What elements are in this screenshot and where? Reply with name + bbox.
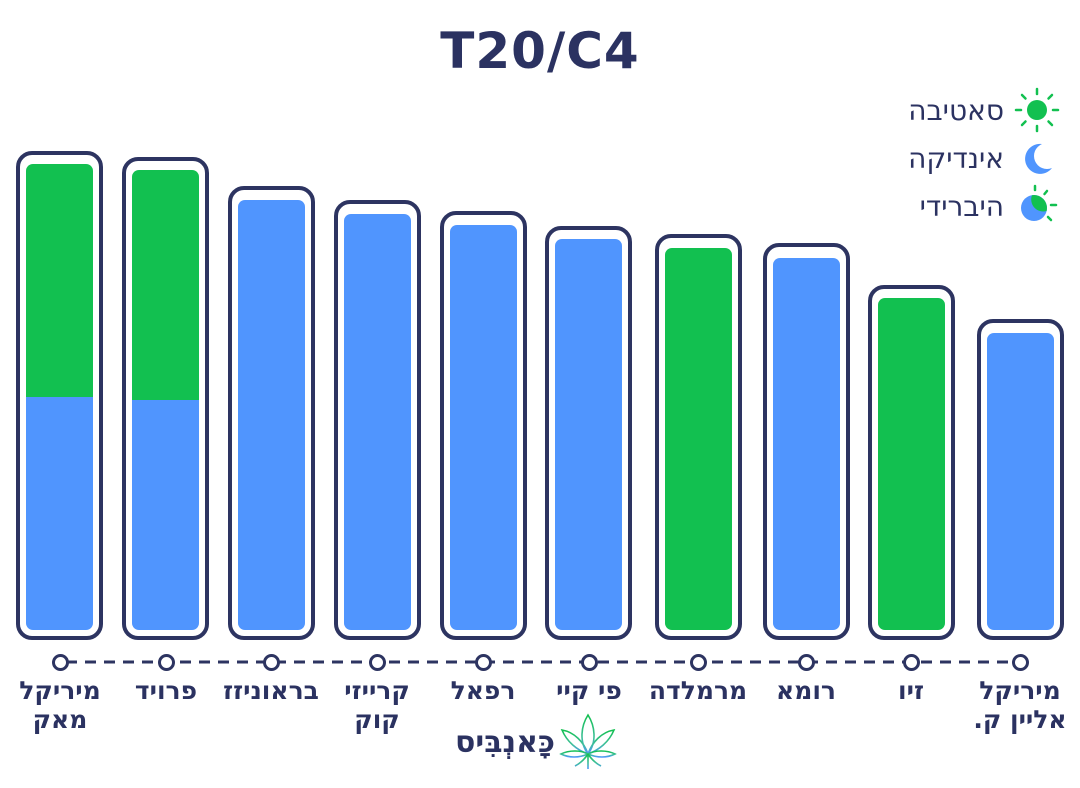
bar-fill-indica <box>450 225 517 630</box>
x-label: זיו <box>846 676 976 705</box>
bar-fill-indica <box>773 258 840 630</box>
axis-dot <box>369 654 386 671</box>
bar-segment-sativa <box>26 164 93 397</box>
axis-dot <box>798 654 815 671</box>
x-label: מיריקל אליין ק. <box>955 676 1080 734</box>
legend-label-indica: אינדיקה <box>908 141 1004 175</box>
legend-item-sativa: סאטיבה <box>908 87 1060 133</box>
x-label: קרייזי קוק <box>312 676 442 734</box>
bar-fill-indica <box>555 239 622 630</box>
axis-dot <box>263 654 280 671</box>
bar-segment-sativa <box>132 170 199 400</box>
sun-icon <box>1014 87 1060 133</box>
x-label-line: פי קיי <box>556 676 622 705</box>
bar-freud[interactable] <box>122 157 209 640</box>
legend-item-hybrid: היברידי <box>920 184 1060 228</box>
bar-fill-indica <box>238 200 305 630</box>
axis-dot <box>475 654 492 671</box>
x-label-line: מאק <box>32 705 88 734</box>
bar-fill <box>132 170 199 630</box>
bar-pk[interactable] <box>545 226 632 640</box>
cannabis-leaf-icon <box>559 713 617 769</box>
x-label: מיריקל מאק <box>0 676 125 734</box>
x-label-line: קוק <box>354 705 400 734</box>
x-label-line: מרמלדה <box>648 676 748 705</box>
bar-brownies[interactable] <box>228 186 315 640</box>
bar-fill-sativa <box>665 248 732 630</box>
x-label-line: אליין ק. <box>973 705 1067 734</box>
bar-rafael[interactable] <box>440 211 527 640</box>
x-label-line: פרויד <box>134 676 198 705</box>
brand-logo: כָּאנְבִּיס <box>455 712 619 772</box>
bar-marmalada[interactable] <box>655 234 742 640</box>
x-label-line: קרייזי <box>344 676 410 705</box>
bar-roma[interactable] <box>763 243 850 640</box>
x-label-line: רפאל <box>450 676 516 705</box>
bar-fill-indica <box>987 333 1054 630</box>
x-label-line: בראוניזז <box>223 676 319 705</box>
logo-text: כָּאנְבִּיס <box>455 724 555 760</box>
moon-icon <box>1025 143 1052 174</box>
x-label-line: מיריקל <box>979 676 1061 705</box>
bar-crazy-cook[interactable] <box>334 200 421 640</box>
bar-miracle-mac[interactable] <box>16 151 103 640</box>
x-label: פרויד <box>101 676 231 705</box>
bar-segment-indica <box>132 400 199 630</box>
axis-dot <box>52 654 69 671</box>
legend-label-sativa: סאטיבה <box>908 93 1004 127</box>
bar-ziv[interactable] <box>868 285 955 640</box>
axis-dot <box>1012 654 1029 671</box>
axis-dot <box>158 654 175 671</box>
bar-fill <box>26 164 93 630</box>
x-label-line: רומא <box>776 676 836 705</box>
legend-label-hybrid: היברידי <box>919 189 1004 223</box>
x-label: מרמלדה <box>633 676 763 705</box>
chart-title: T20/C4 <box>440 22 640 80</box>
axis-dot <box>690 654 707 671</box>
x-axis-dashed-line <box>66 660 1014 664</box>
bar-miracle-alien-k[interactable] <box>977 319 1064 640</box>
axis-dot <box>903 654 920 671</box>
x-label-line: זיו <box>898 676 924 705</box>
x-label: בראוניזז <box>206 676 336 705</box>
x-label-line: מיריקל <box>19 676 101 705</box>
legend-item-indica: אינדיקה <box>908 136 1060 180</box>
axis-dot <box>581 654 598 671</box>
x-label: רומא <box>741 676 871 705</box>
bar-fill-indica <box>344 214 411 630</box>
x-label: רפאל <box>418 676 548 705</box>
bar-fill-sativa <box>878 298 945 630</box>
half-sun-half-moon-icon <box>1021 184 1058 222</box>
x-label: פי קיי <box>524 676 654 705</box>
bar-segment-indica <box>26 397 93 630</box>
